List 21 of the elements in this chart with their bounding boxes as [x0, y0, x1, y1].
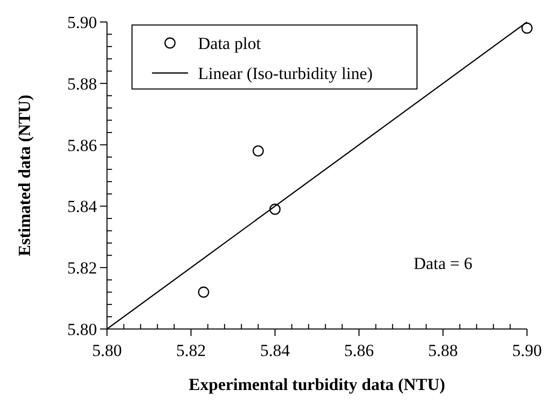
- legend-label: Linear (Iso-turbidity line): [198, 64, 373, 83]
- point: [521, 22, 533, 34]
- x-tick-label: 5.80: [92, 341, 122, 360]
- y-axis-title: Estimated data (NTU): [15, 94, 34, 256]
- point: [198, 286, 210, 298]
- y-tick-label: 5.82: [67, 258, 97, 278]
- point: [269, 204, 281, 215]
- x-tick-label: 5.90: [512, 341, 542, 360]
- y-tick-label: 5.80: [67, 320, 97, 339]
- y-tick-label: 5.88: [67, 74, 97, 94]
- y-tick-label: 5.84: [67, 197, 98, 216]
- x-tick-label: 5.86: [344, 341, 374, 360]
- legend-label: Data plot: [198, 34, 262, 53]
- y-tick-label: 5.86: [67, 136, 97, 155]
- point: [252, 145, 264, 157]
- x-tick-label: 5.84: [260, 341, 290, 360]
- annotation: Data = 6: [414, 254, 472, 273]
- y-tick-label: 5.90: [67, 12, 97, 32]
- x-axis-title: Experimental turbidity data (NTU): [188, 375, 446, 394]
- x-tick-label: 5.82: [176, 341, 206, 360]
- x-tick-label: 5.88: [428, 341, 458, 360]
